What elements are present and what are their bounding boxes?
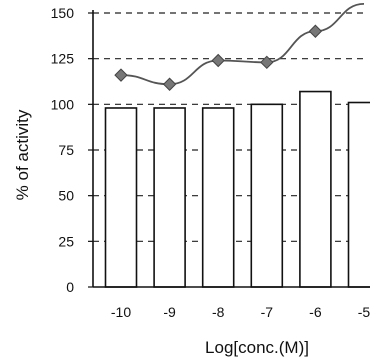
bar xyxy=(201,107,235,288)
y-tick-label: 25 xyxy=(58,233,74,249)
line-marker xyxy=(162,77,177,91)
y-tick-label: 50 xyxy=(58,188,74,204)
line-marker xyxy=(114,68,128,82)
bar xyxy=(153,107,186,288)
x-tick-label: -5 xyxy=(358,304,370,320)
bar xyxy=(250,103,284,288)
bar xyxy=(347,101,370,288)
line-marker xyxy=(308,24,323,38)
y-tick-label: 0 xyxy=(66,279,74,295)
x-tick-label: -9 xyxy=(163,304,176,320)
line-series-path xyxy=(120,2,365,86)
x-tick-labels: -10 -9 -8 -7 -6 -5 xyxy=(111,304,370,320)
y-tick-label: 100 xyxy=(51,96,75,112)
x-axis-title: Log[conc.(M)] xyxy=(205,338,309,357)
bar-series xyxy=(104,90,370,288)
line-marker xyxy=(260,55,274,70)
axes xyxy=(88,10,370,288)
bar xyxy=(104,107,138,288)
x-tick-label: -7 xyxy=(261,304,274,320)
y-tick-label: 150 xyxy=(51,5,75,21)
line-series xyxy=(114,2,365,91)
x-tick-label: -8 xyxy=(212,304,225,320)
y-axis-title: % of activity xyxy=(13,109,32,200)
y-tick-label: 75 xyxy=(58,142,74,158)
line-marker xyxy=(211,53,225,68)
y-tick-labels: 0 25 50 75 100 125 150 xyxy=(51,5,75,295)
x-tick-label: -10 xyxy=(111,304,131,320)
x-tick-label: -6 xyxy=(309,304,322,320)
y-tick-label: 125 xyxy=(51,51,75,67)
bar xyxy=(299,90,332,288)
